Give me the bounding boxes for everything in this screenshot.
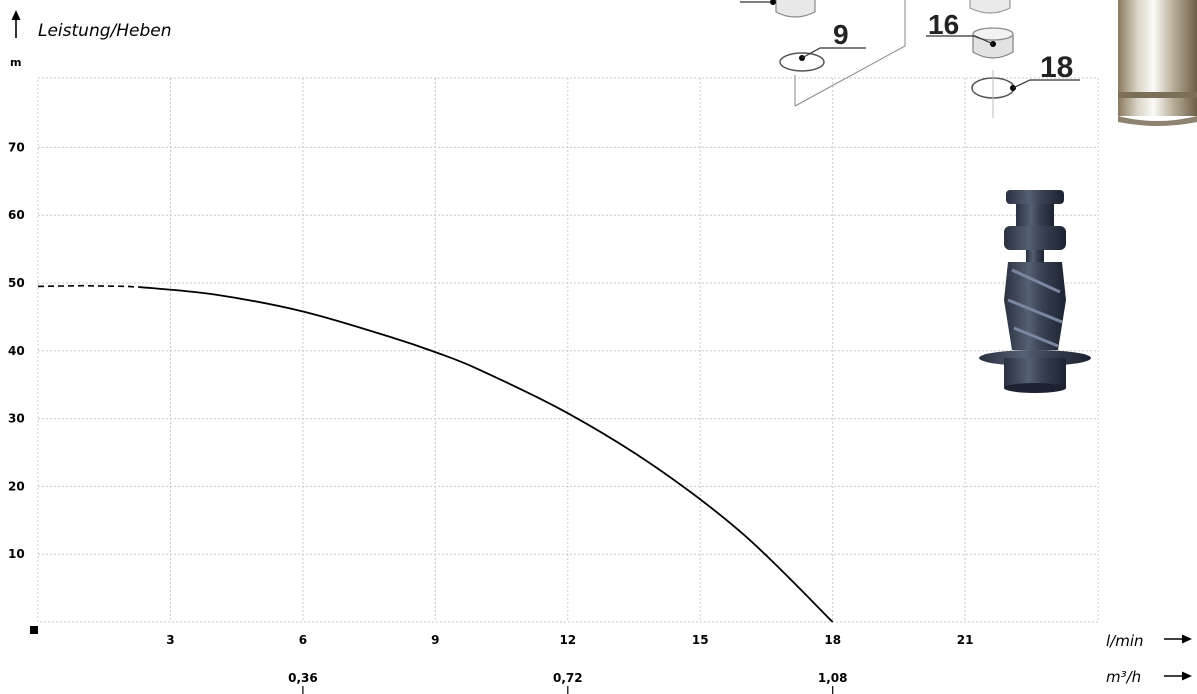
x-tick-label: 15 [692, 633, 709, 647]
callout-18: 18 [1040, 51, 1073, 84]
y-tick-label: 50 [8, 276, 25, 290]
x2-axis-unit-label: m³/h [1106, 668, 1141, 686]
x-tick-label: 9 [431, 633, 439, 647]
x2-tick-label: 1,08 [818, 671, 848, 685]
callout-16: 16 [928, 9, 959, 40]
curve-line [139, 286, 834, 623]
x-axis-unit-label: l/min [1106, 632, 1144, 650]
origin-marker [30, 626, 38, 634]
x2-tick-label: 0,36 [288, 671, 318, 685]
y-tick-label: 40 [8, 344, 25, 358]
y-tick-label: 70 [8, 140, 25, 154]
y-tick-label: 20 [8, 479, 25, 493]
y-axis-arrow [11, 10, 21, 38]
x-axis-arrow [1164, 634, 1192, 644]
curve-dashed-segment [37, 284, 140, 288]
y-tick-label: 10 [8, 547, 25, 561]
chart-title: Leistung/Heben [38, 21, 172, 41]
y-tick-label: 60 [8, 208, 25, 222]
x2-axis-arrow [1164, 671, 1192, 681]
x-tick-label: 21 [957, 633, 974, 647]
y-axis-label: m [10, 56, 21, 69]
x-tick-label: 12 [559, 633, 576, 647]
parts-diagram: 9 16 18 [740, 0, 1080, 118]
x-tick-label: 3 [166, 633, 174, 647]
x-tick-label: 18 [824, 633, 841, 647]
x2-tick-labels: 0,36 0,72 1,08 [288, 671, 848, 694]
x-tick-labels: 3 6 9 12 15 18 21 [166, 633, 973, 647]
x-tick-label: 6 [299, 633, 307, 647]
impeller-image [979, 190, 1091, 393]
pump-curve [37, 284, 834, 623]
pump-housing-image [1118, 0, 1197, 126]
x2-tick-label: 0,72 [553, 671, 583, 685]
callout-dot [770, 0, 776, 5]
ring-part-9-icon [779, 52, 825, 72]
grid [37, 77, 1099, 623]
y-tick-label: 30 [8, 412, 25, 426]
callout-9: 9 [833, 19, 849, 50]
y-tick-labels: 10 20 30 40 50 60 70 [8, 140, 25, 561]
